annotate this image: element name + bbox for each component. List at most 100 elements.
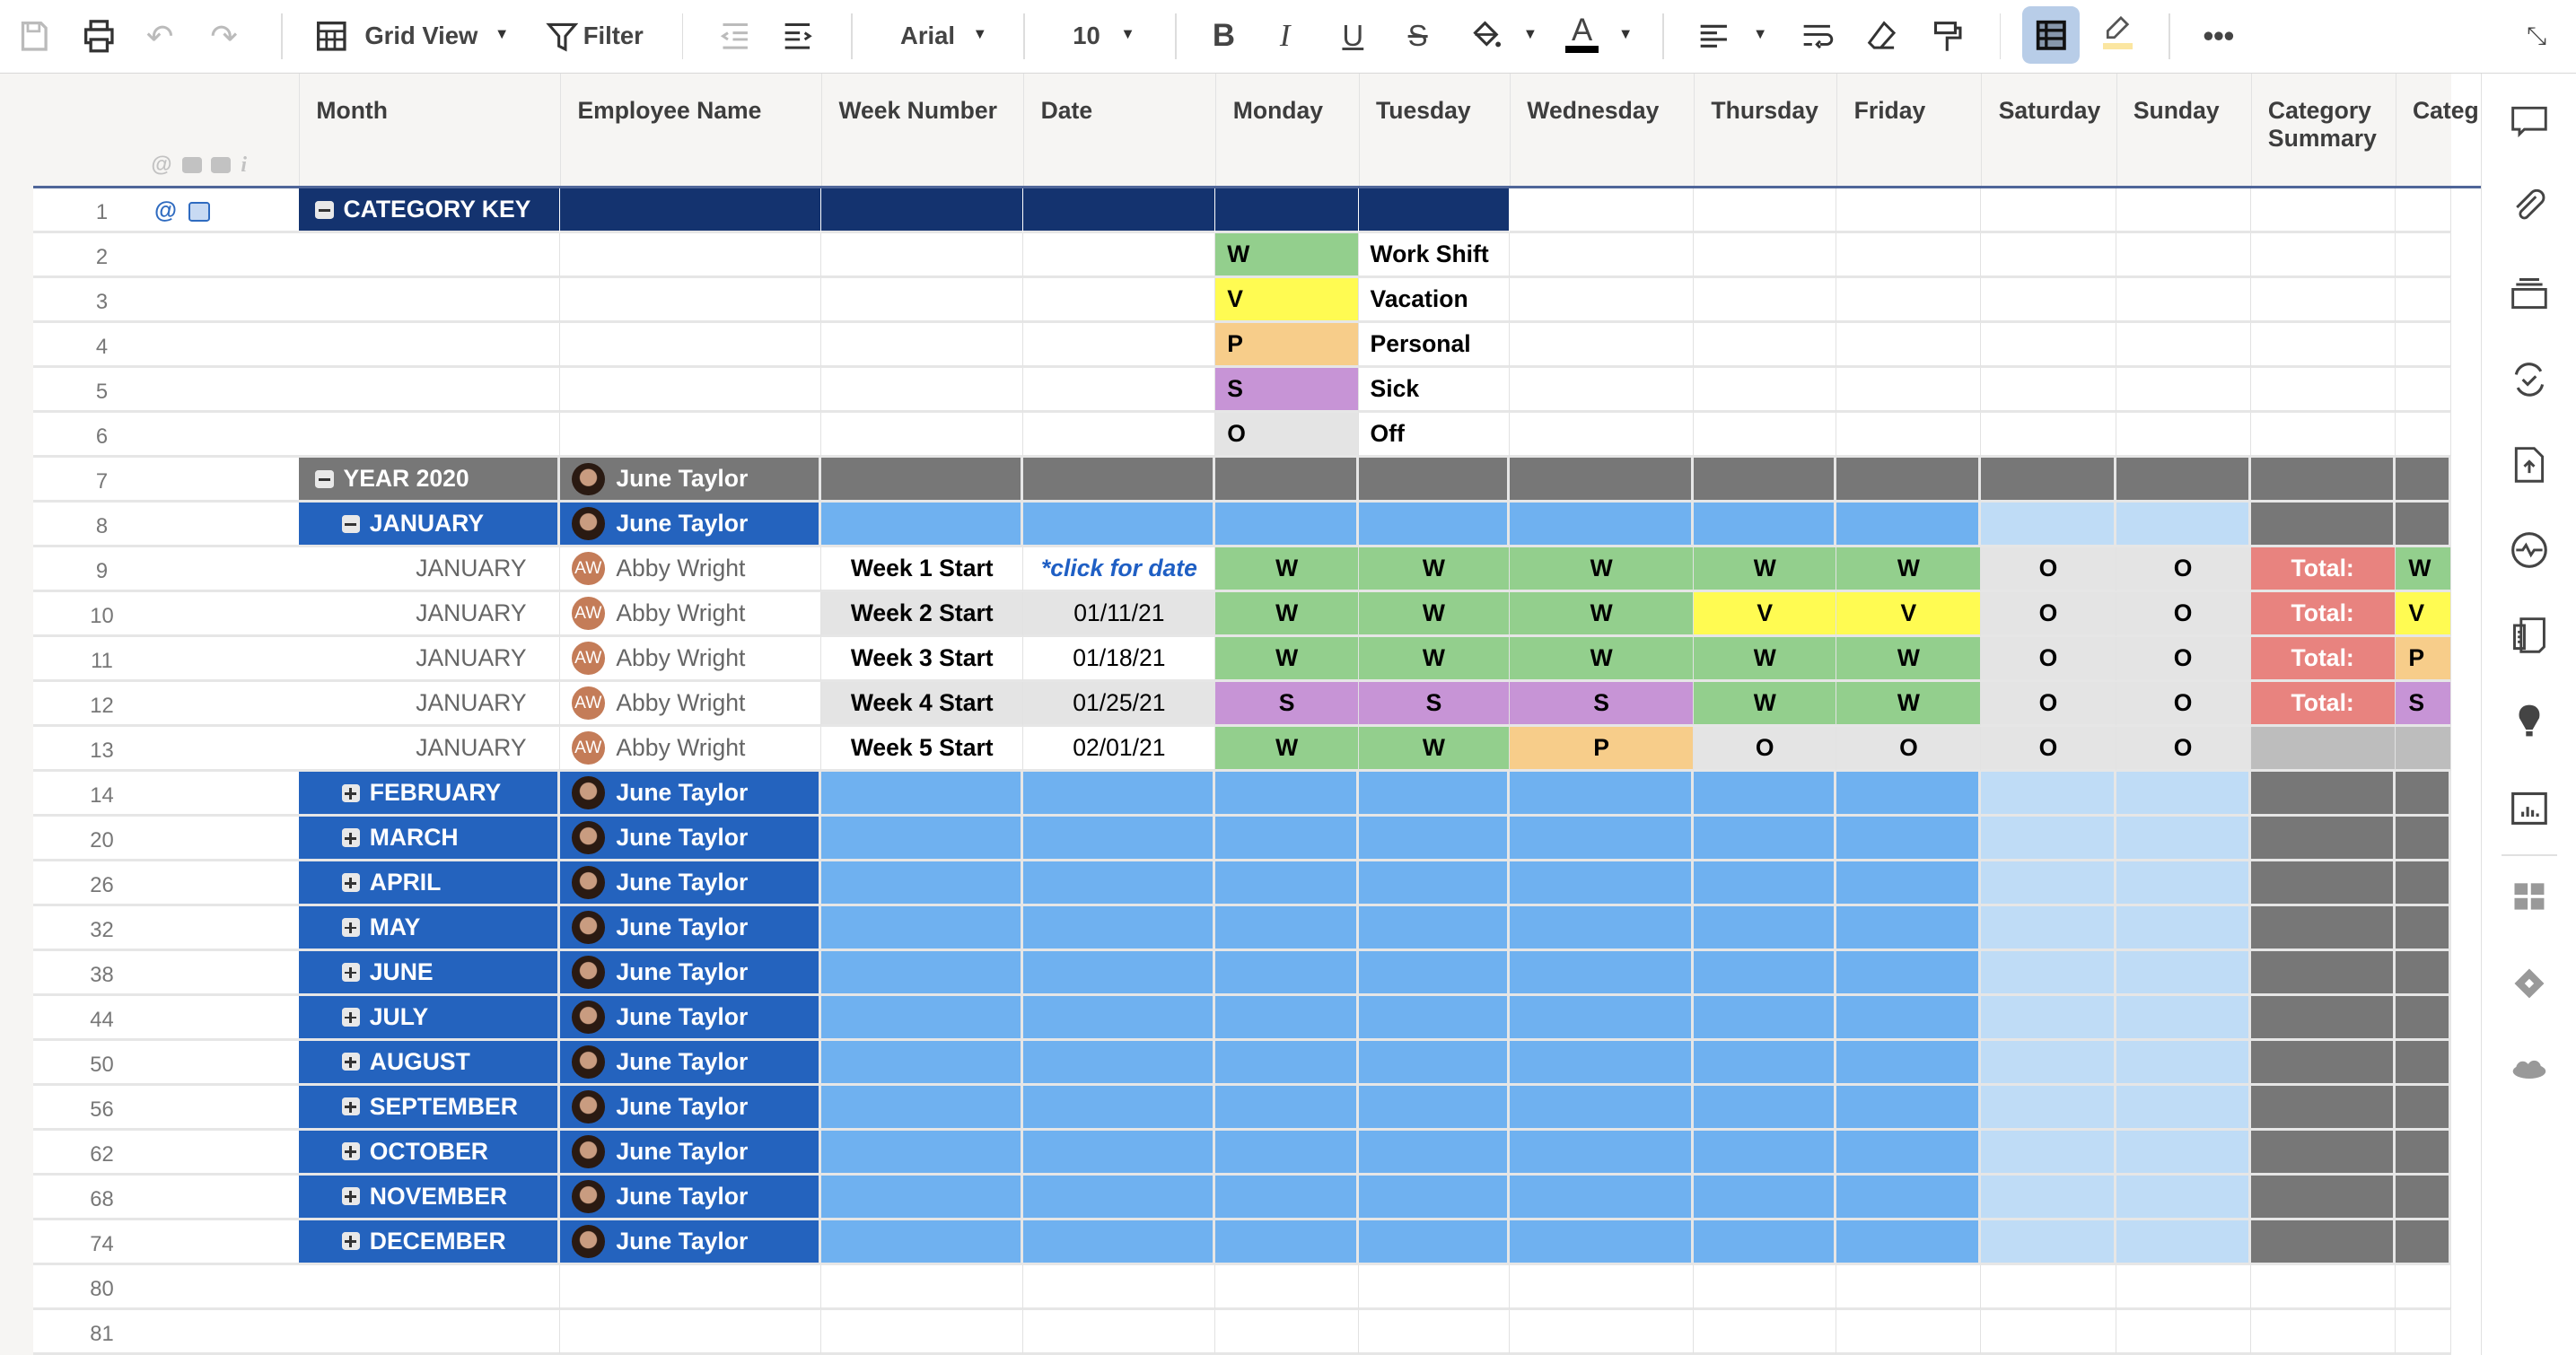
fill-color-icon[interactable]	[1470, 16, 1503, 56]
wednesday-cell[interactable]	[1510, 1175, 1695, 1220]
date-cell[interactable]	[1023, 1309, 1216, 1355]
employee-cell[interactable]: June Taylor	[560, 503, 822, 548]
row-header[interactable]: 14	[32, 772, 300, 817]
date-value[interactable]: 01/18/21	[1073, 644, 1166, 672]
sunday-cell[interactable]: O	[2116, 637, 2251, 683]
thursday-cell[interactable]: W	[1694, 637, 1837, 683]
column-header-employee-name[interactable]: Employee Name	[560, 74, 821, 186]
expand-toggle-icon[interactable]	[341, 1097, 360, 1116]
date-cell[interactable]	[1023, 1040, 1216, 1086]
week-cell[interactable]	[821, 458, 1024, 503]
highlight-changes-icon[interactable]	[2101, 16, 2134, 56]
category-summary-cell[interactable]	[2250, 503, 2396, 548]
comments-icon[interactable]	[2510, 101, 2549, 141]
date-cell[interactable]	[1023, 458, 1216, 503]
saturday-cell[interactable]	[1981, 1175, 2116, 1220]
tuesday-cell[interactable]: W	[1358, 637, 1511, 683]
date-cell[interactable]	[1023, 1085, 1216, 1131]
wednesday-cell[interactable]	[1510, 323, 1695, 369]
thursday-cell[interactable]	[1694, 278, 1837, 324]
row-header[interactable]: 11	[32, 637, 300, 683]
clear-format-icon[interactable]	[1866, 16, 1899, 56]
save-icon[interactable]	[18, 16, 51, 56]
date-cell[interactable]: 01/18/21	[1023, 637, 1216, 683]
friday-cell[interactable]: V	[1836, 592, 1982, 638]
monday-cell[interactable]	[1215, 1220, 1359, 1265]
category-cell[interactable]	[2395, 772, 2451, 817]
month-cell[interactable]: OCTOBER	[299, 1130, 561, 1176]
font-size-caret-icon[interactable]: ▼	[1120, 26, 1135, 43]
outdent-icon[interactable]	[718, 16, 751, 56]
week-cell[interactable]	[821, 1264, 1024, 1310]
row-header[interactable]: 26	[32, 861, 300, 906]
row-header[interactable]: 4	[32, 323, 300, 369]
month-cell[interactable]	[299, 278, 561, 324]
category-summary-cell[interactable]	[2250, 1040, 2396, 1086]
row-header[interactable]: 5	[32, 368, 300, 414]
date-cell[interactable]	[1023, 1264, 1216, 1310]
bold-icon[interactable]: B	[1212, 18, 1235, 53]
date-cell[interactable]	[1023, 772, 1216, 817]
friday-cell[interactable]: O	[1836, 727, 1982, 773]
tuesday-cell[interactable]: Personal	[1358, 323, 1511, 369]
month-cell[interactable]: MAY	[299, 906, 561, 951]
month-cell[interactable]: MARCH	[299, 817, 561, 862]
category-cell[interactable]	[2395, 950, 2451, 996]
saturday-cell[interactable]	[1981, 233, 2116, 279]
employee-cell[interactable]: June Taylor	[560, 861, 822, 906]
monday-cell[interactable]: V	[1215, 278, 1359, 324]
month-cell[interactable]: CATEGORY KEY	[299, 188, 561, 234]
indent-icon[interactable]	[782, 16, 815, 56]
sunday-cell[interactable]	[2116, 1264, 2251, 1310]
week-cell[interactable]	[821, 861, 1024, 906]
row-header[interactable]: 20	[32, 817, 300, 862]
month-cell[interactable]: JANUARY	[299, 727, 561, 773]
category-cell[interactable]	[2395, 413, 2451, 459]
category-cell[interactable]	[2395, 995, 2451, 1041]
collapse-toggle-icon[interactable]	[341, 514, 360, 533]
integration-diamond-icon[interactable]	[2510, 964, 2549, 1003]
sunday-cell[interactable]	[2116, 861, 2251, 906]
italic-icon[interactable]: I	[1279, 18, 1291, 54]
tuesday-cell[interactable]	[1358, 1309, 1511, 1355]
sunday-cell[interactable]: O	[2116, 547, 2251, 593]
saturday-cell[interactable]	[1981, 950, 2116, 996]
category-summary-cell[interactable]	[2250, 1309, 2396, 1355]
print-icon[interactable]	[83, 16, 116, 56]
category-cell[interactable]	[2395, 458, 2451, 503]
friday-cell[interactable]: W	[1836, 547, 1982, 593]
row-header[interactable]: 7	[32, 458, 300, 503]
monday-cell[interactable]: S	[1215, 368, 1359, 414]
monday-cell[interactable]: W	[1215, 233, 1359, 279]
monday-cell[interactable]	[1215, 906, 1359, 951]
underline-icon[interactable]: U	[1342, 19, 1364, 53]
gridlines-toggle[interactable]	[2022, 6, 2081, 65]
saturday-cell[interactable]: O	[1981, 547, 2116, 593]
monday-cell[interactable]	[1215, 1175, 1359, 1220]
week-cell[interactable]	[821, 817, 1024, 862]
wrap-text-icon[interactable]	[1801, 16, 1834, 56]
employee-cell[interactable]: June Taylor	[560, 950, 822, 996]
monday-cell[interactable]: W	[1215, 547, 1359, 593]
column-header-month[interactable]: Month	[299, 74, 560, 186]
employee-cell[interactable]: June Taylor	[560, 1175, 822, 1220]
sunday-cell[interactable]	[2116, 278, 2251, 324]
tuesday-cell[interactable]: S	[1358, 682, 1511, 728]
category-cell[interactable]	[2395, 323, 2451, 369]
monday-cell[interactable]: W	[1215, 592, 1359, 638]
date-cell[interactable]: *click for date	[1023, 547, 1216, 593]
month-cell[interactable]	[299, 413, 561, 459]
friday-cell[interactable]	[1836, 772, 1982, 817]
friday-cell[interactable]	[1836, 906, 1982, 951]
tuesday-cell[interactable]	[1358, 458, 1511, 503]
employee-cell[interactable]	[560, 323, 822, 369]
wednesday-cell[interactable]	[1510, 368, 1695, 414]
collapse-toggle-icon[interactable]	[315, 469, 334, 488]
monday-cell[interactable]: W	[1215, 637, 1359, 683]
view-caret-icon[interactable]: ▼	[494, 26, 510, 43]
thursday-cell[interactable]	[1694, 188, 1837, 234]
date-cell[interactable]	[1023, 861, 1216, 906]
employee-cell[interactable]	[560, 188, 822, 234]
week-cell[interactable]	[821, 233, 1024, 279]
saturday-cell[interactable]	[1981, 413, 2116, 459]
